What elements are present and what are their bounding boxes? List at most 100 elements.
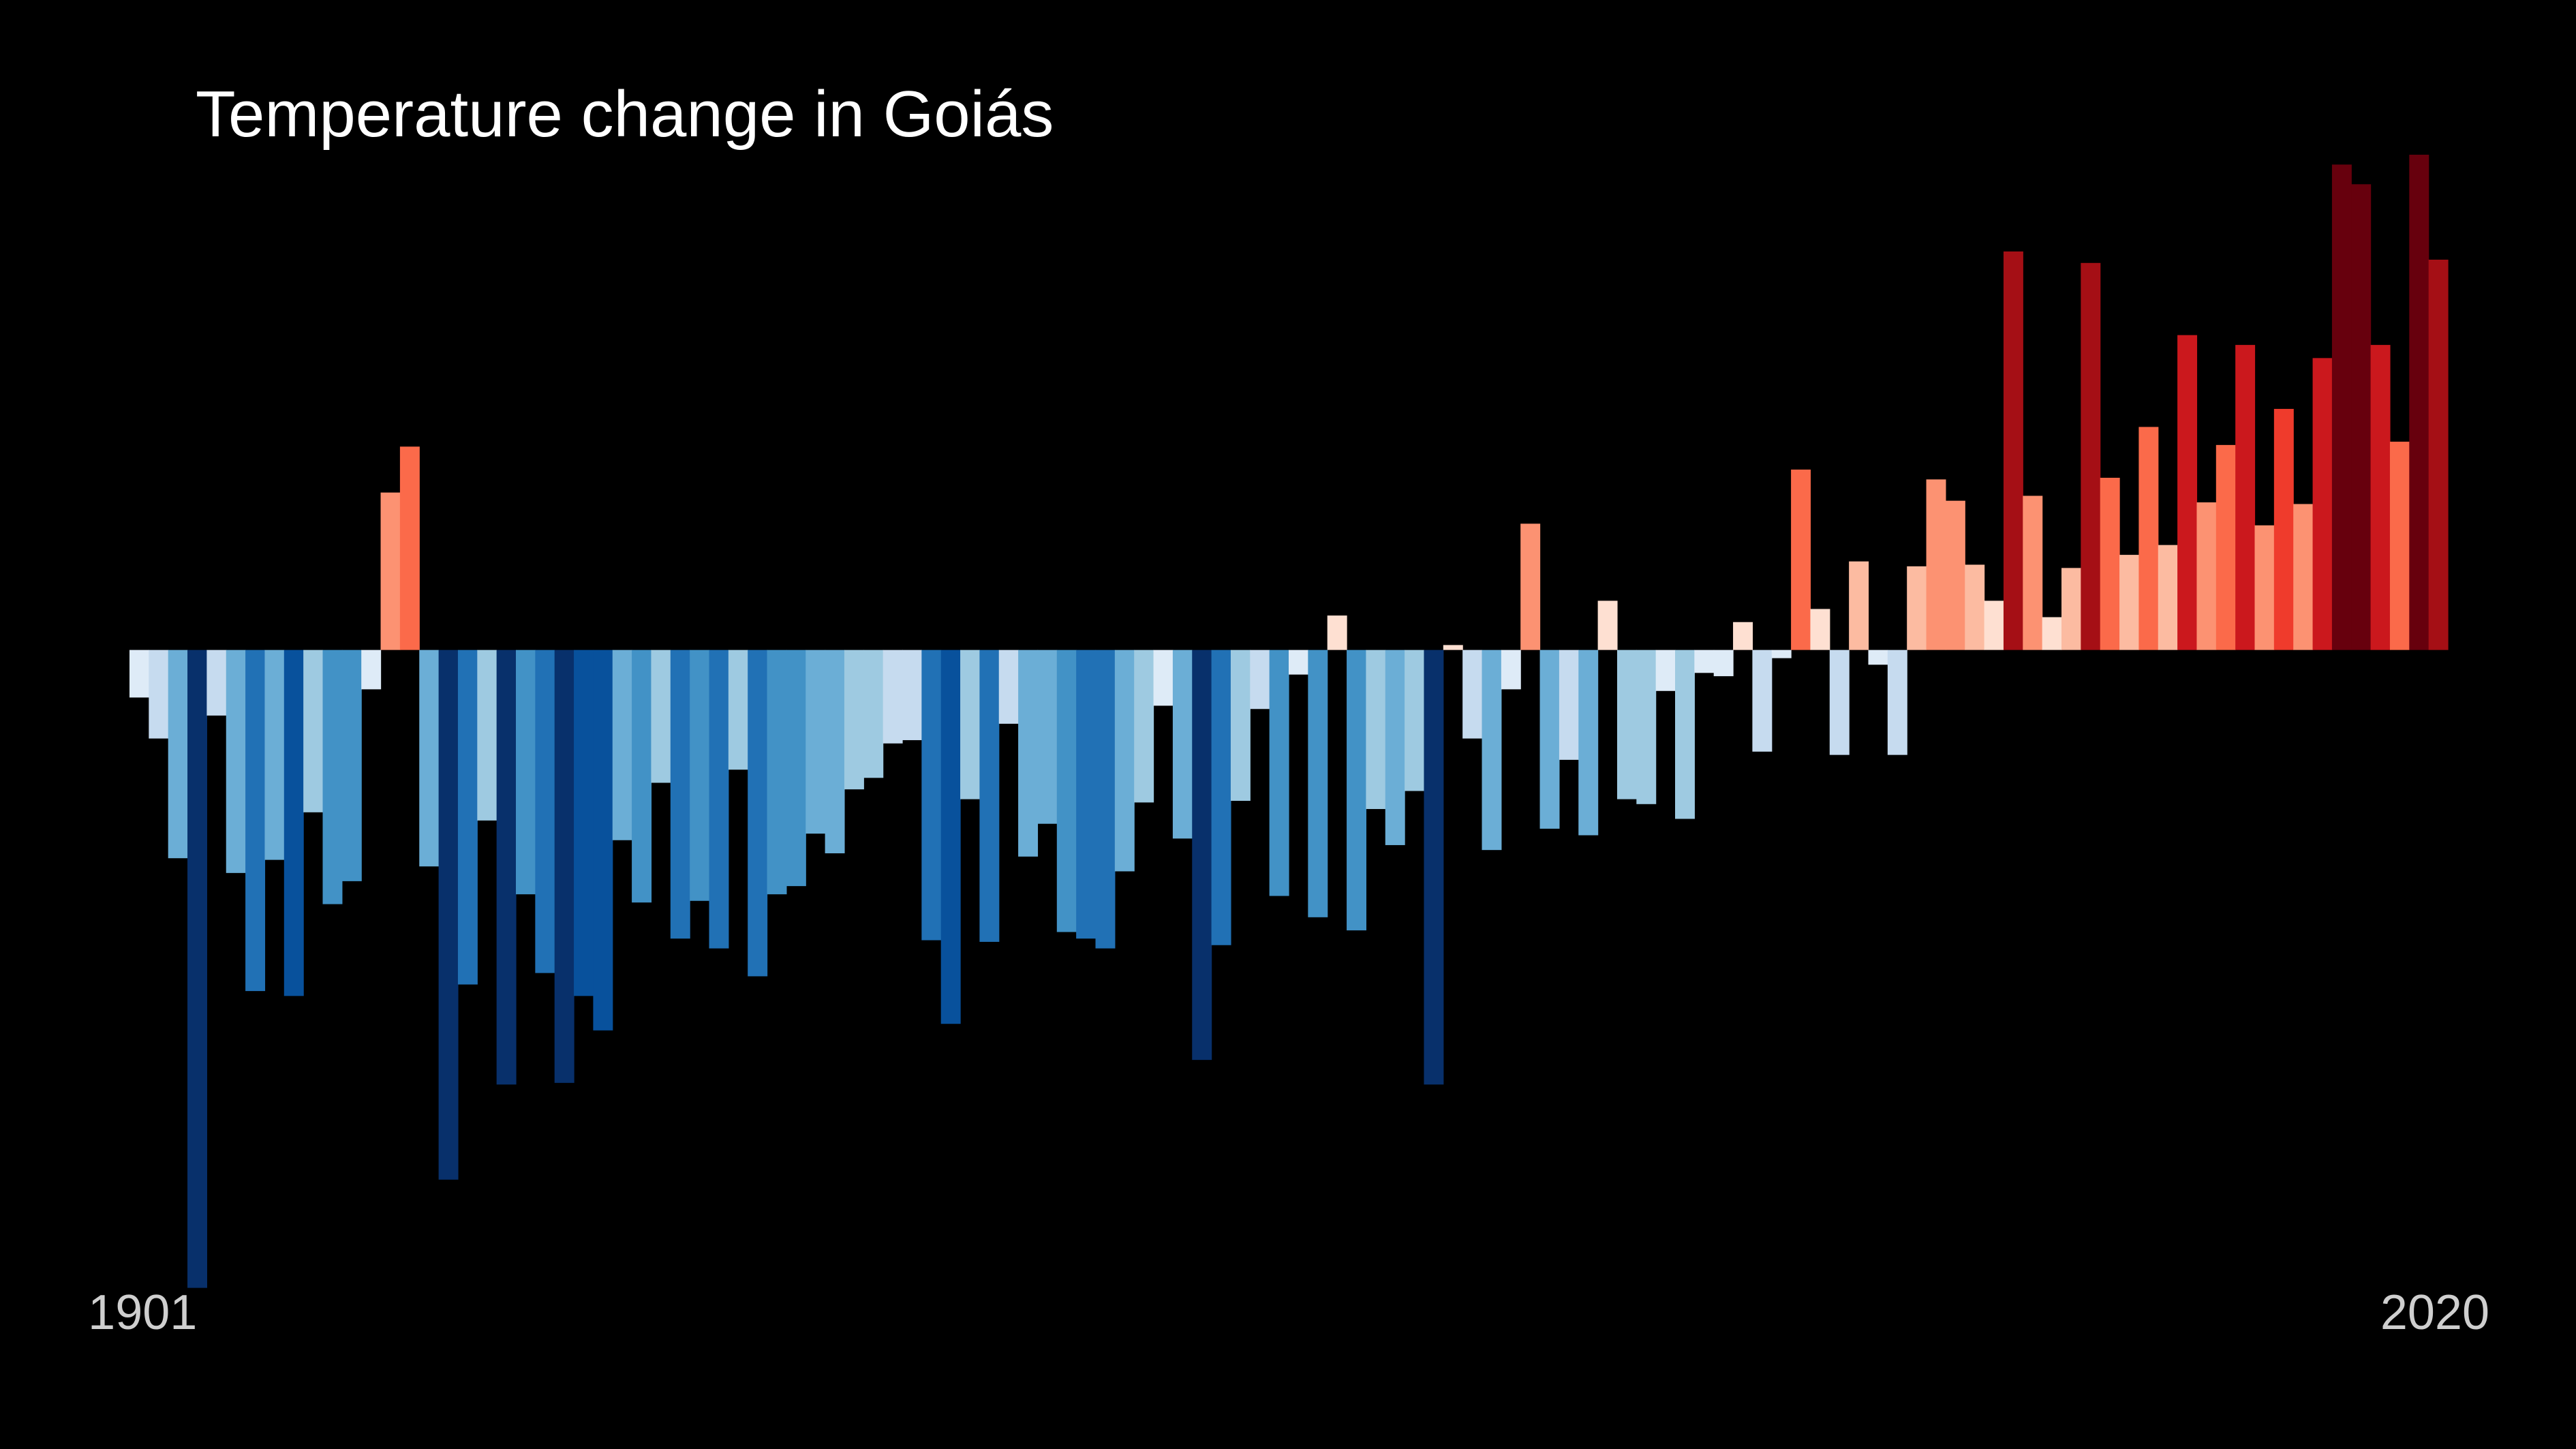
bar — [960, 650, 980, 799]
bar — [1965, 564, 1985, 650]
bar — [1076, 650, 1097, 939]
bar — [1366, 650, 1386, 810]
bar — [2100, 477, 2120, 650]
bar — [612, 650, 632, 840]
bar — [902, 650, 922, 740]
bar — [2196, 502, 2217, 650]
bar — [2215, 444, 2236, 650]
bar — [419, 650, 440, 867]
bar — [1095, 650, 1116, 949]
bar — [1733, 622, 1753, 650]
bar — [283, 650, 304, 996]
bar — [863, 650, 884, 778]
bar — [1405, 650, 1425, 791]
bar — [1559, 650, 1579, 760]
bar — [728, 650, 748, 770]
bar — [341, 650, 362, 881]
bar — [998, 650, 1019, 724]
bar — [399, 446, 420, 650]
bar — [844, 650, 864, 790]
bar — [1056, 650, 1077, 932]
bar — [554, 650, 574, 1083]
x-tick-label: 1901 — [88, 1285, 197, 1340]
bar — [1616, 650, 1637, 799]
bar — [1308, 650, 1328, 917]
bar — [438, 650, 459, 1180]
bar — [1443, 645, 1463, 650]
bar — [264, 650, 285, 860]
bar — [2081, 262, 2101, 650]
bar — [2389, 442, 2410, 650]
bar — [2158, 545, 2178, 650]
bar — [690, 650, 710, 901]
bar — [1289, 650, 1308, 675]
bar — [535, 650, 555, 973]
bar — [361, 650, 382, 690]
bar — [1868, 650, 1888, 665]
bar — [1172, 650, 1193, 839]
bar — [1984, 600, 2004, 650]
bar — [1926, 479, 1946, 650]
bar — [1482, 650, 1502, 851]
bar — [1945, 500, 1965, 650]
bar — [496, 650, 517, 1085]
bar — [1327, 615, 1347, 650]
bar — [380, 492, 401, 650]
bar — [2119, 555, 2139, 650]
bar — [1636, 650, 1657, 804]
bar — [1713, 650, 1734, 677]
bar — [883, 650, 903, 744]
chart-title: Temperature change in Goiás — [196, 78, 1054, 151]
bar — [1771, 650, 1792, 658]
bar — [1385, 650, 1405, 845]
bar — [2312, 358, 2333, 650]
bar — [651, 650, 671, 783]
bar — [1347, 650, 1366, 931]
bar — [786, 650, 806, 887]
bar — [226, 650, 246, 873]
bar — [149, 650, 169, 739]
bar — [1887, 650, 1907, 755]
bar — [2331, 164, 2352, 650]
bar — [825, 650, 845, 853]
bar — [516, 650, 536, 895]
bar — [477, 650, 497, 821]
x-tick-label: 2020 — [2380, 1285, 2489, 1340]
bar — [1655, 650, 1676, 691]
bar — [670, 650, 690, 939]
bar — [457, 650, 478, 985]
bar — [1250, 650, 1270, 710]
bar — [1752, 650, 1773, 752]
bar — [2254, 525, 2275, 650]
bar — [2370, 345, 2391, 650]
bar — [748, 650, 768, 977]
bar — [1907, 566, 1927, 650]
bar — [632, 650, 652, 903]
bar — [1694, 650, 1715, 673]
bar — [1424, 650, 1444, 1085]
bar — [709, 650, 729, 949]
bar — [1018, 650, 1039, 857]
bar — [2428, 259, 2449, 650]
bar — [574, 650, 594, 996]
bar — [921, 650, 942, 941]
bar — [1153, 650, 1174, 706]
bar — [303, 650, 324, 812]
bar — [2273, 408, 2294, 650]
bar — [1791, 469, 1811, 650]
bar — [2351, 184, 2372, 650]
bar — [187, 650, 207, 1288]
bar — [1230, 650, 1251, 801]
bar — [2023, 495, 2043, 650]
bar — [322, 650, 343, 904]
bar — [593, 650, 613, 1031]
bar — [2293, 504, 2314, 650]
bar — [1849, 561, 1869, 650]
bar — [1578, 650, 1599, 836]
bar — [168, 650, 188, 859]
bar — [1462, 650, 1483, 739]
bar — [940, 650, 961, 1024]
bar — [2138, 427, 2159, 650]
